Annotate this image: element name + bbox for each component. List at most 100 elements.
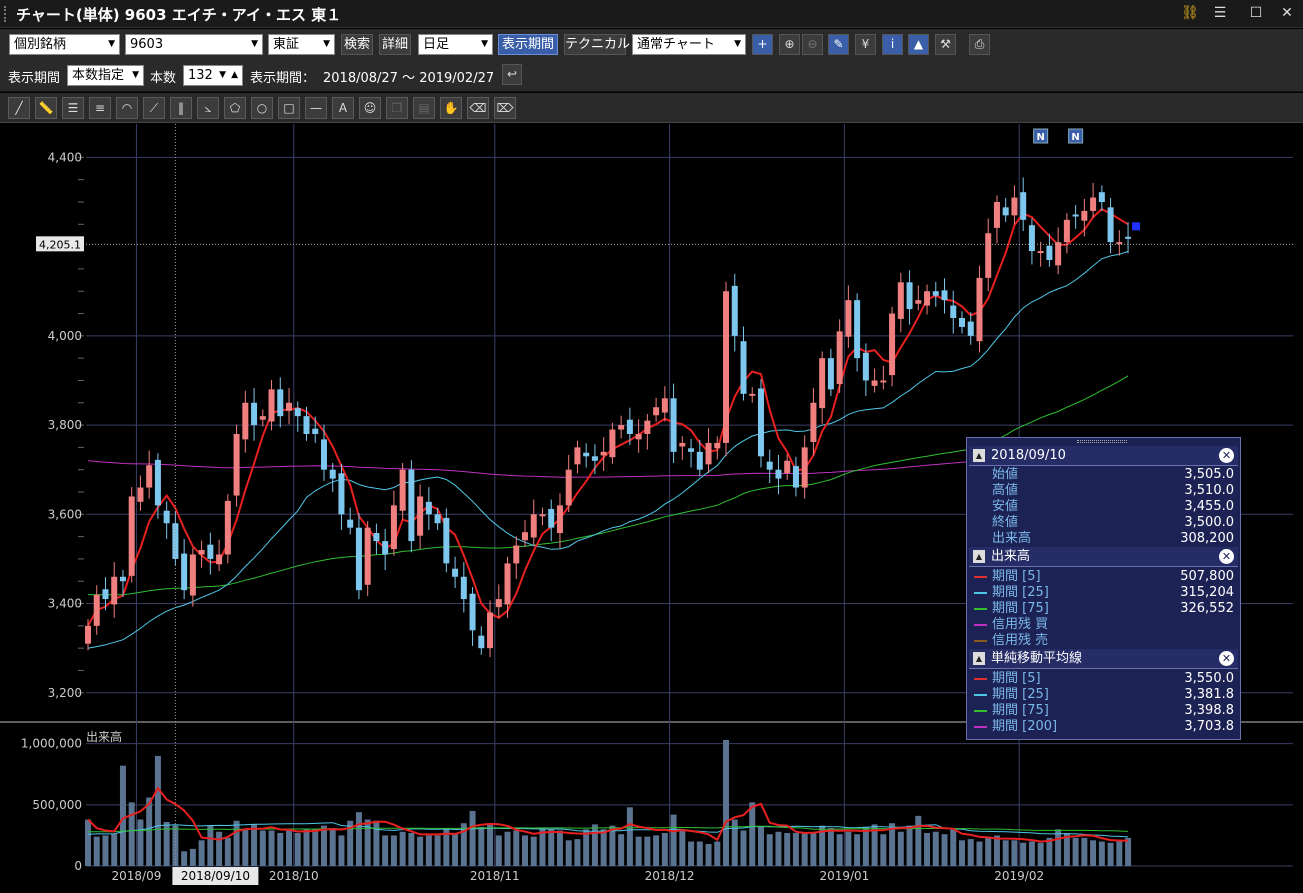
chart-axis-labels: 4,400 4,000 3,800 3,600 3,400 3,200 1,000,000 5… (21, 150, 1044, 883)
copy-tool-icon[interactable]: ❐ (386, 97, 408, 119)
price-ma-value: 3,703.8 (1184, 719, 1234, 734)
volume-bar (102, 835, 109, 866)
circle-tool-icon[interactable]: ○ (251, 97, 273, 119)
volume-bar (1063, 832, 1070, 866)
arc-tool-icon[interactable]: ◠ (116, 97, 138, 119)
volume-ma-row: 期間 [25] 315,204 (969, 585, 1238, 601)
link-icon[interactable]: ⛓ (1181, 5, 1199, 21)
volume-bar (417, 836, 424, 866)
chart-area-icon[interactable]: ▲ (908, 34, 929, 55)
hand-tool-icon[interactable]: ✋ (440, 97, 462, 119)
candle-body (111, 576, 118, 605)
chevron-up-icon[interactable]: ▲ (231, 70, 238, 80)
drag-grip-icon[interactable] (4, 6, 8, 22)
candle-body (740, 341, 747, 394)
count-stepper[interactable]: 132 ▼ ▲ (183, 65, 243, 86)
market-select[interactable]: 東証 ▼ (268, 34, 335, 55)
volume-bar (119, 765, 126, 866)
volume-bar (565, 840, 572, 866)
ohlc-value: 308,200 (1180, 531, 1234, 546)
candle-body (1072, 214, 1079, 217)
horizontal-lines-tool-icon[interactable]: ☰ (62, 97, 84, 119)
interval-select[interactable]: 日足 ▼ (418, 34, 493, 55)
volume-bar (670, 814, 677, 866)
close-icon[interactable]: ✕ (1219, 651, 1234, 666)
volume-bar (530, 836, 537, 866)
info-icon[interactable]: i (882, 34, 903, 55)
fan-tool-icon[interactable]: ⟋ (143, 97, 165, 119)
pen-icon[interactable]: ✎ (828, 34, 849, 55)
close-icon[interactable]: ✕ (1219, 549, 1234, 564)
zoom-in-icon[interactable]: ⊕ (779, 34, 800, 55)
close-icon[interactable]: ✕ (1219, 448, 1234, 463)
candle-body (661, 398, 668, 413)
zoom-out-icon[interactable]: ⊖ (802, 34, 823, 55)
candle-body (993, 202, 1000, 228)
candle-body (1046, 245, 1053, 260)
wrench-icon[interactable]: ⚒ (935, 34, 956, 55)
candle-body (530, 514, 537, 538)
collapse-icon[interactable]: ▲ (973, 550, 985, 563)
reset-period-icon[interactable]: ↩ (502, 64, 522, 85)
trendline-tool-icon[interactable]: ╱ (8, 97, 30, 119)
volume-bar (487, 824, 494, 866)
eraser-all-tool-icon[interactable]: ⌦ (494, 97, 516, 119)
panel-drag-handle[interactable] (1077, 440, 1127, 443)
close-icon[interactable]: ✕ (1281, 5, 1293, 21)
print-icon[interactable]: ⎙ (969, 34, 990, 55)
ohlc-row: 高値 3,510.0 (969, 483, 1238, 499)
vertical-lines-tool-icon[interactable]: ‖ (170, 97, 192, 119)
volume-bar (714, 841, 721, 866)
volume-bar (836, 834, 843, 866)
candle-body (757, 388, 764, 457)
volume-bar (854, 834, 861, 866)
yen-icon[interactable]: ¥ (855, 34, 876, 55)
search-button[interactable]: 検索 (341, 34, 373, 55)
volume-bar (1125, 837, 1132, 866)
technical-button[interactable]: テクニカル (564, 34, 630, 55)
rectangle-tool-icon[interactable]: □ (278, 97, 300, 119)
parallel-lines-tool-icon[interactable]: ≡ (89, 97, 111, 119)
chevron-down-icon[interactable]: ▼ (219, 70, 226, 80)
candle-body (242, 402, 249, 440)
period-mode-select[interactable]: 本数指定 ▼ (67, 65, 144, 86)
menu-icon[interactable]: ☰ (1213, 5, 1227, 21)
collapse-icon[interactable]: ▲ (973, 449, 985, 462)
volume-tick-label: 1,000,000 (21, 737, 82, 751)
volume-bar (635, 836, 642, 866)
candle-body (1107, 207, 1114, 243)
info-panel: ▲ 2018/09/10 ✕ 始値 3,505.0 高値 3,510.0 安値 3,455… (966, 437, 1241, 740)
x-tick-label: 2018/10 (269, 869, 319, 883)
maximize-icon[interactable]: ☐ (1249, 5, 1263, 21)
candle-body (906, 282, 913, 310)
ohlc-label: 高値 (992, 483, 1019, 498)
price-chart[interactable]: 4,400 4,000 3,800 3,600 3,400 3,200 1,000,000 5… (0, 124, 1303, 893)
candle-body (679, 442, 686, 447)
text-tool-icon[interactable]: A (332, 97, 354, 119)
candle-body (137, 487, 144, 502)
period-button[interactable]: 表示期間 (498, 34, 558, 55)
candle-body (670, 398, 677, 452)
collapse-icon[interactable]: ▲ (973, 652, 985, 665)
candle-body (189, 554, 196, 596)
volume-bar (950, 829, 957, 866)
paste-tool-icon[interactable]: ▤ (413, 97, 435, 119)
volume-bars (85, 740, 1132, 866)
x-tick-label: 2019/01 (819, 869, 869, 883)
ruler-tool-icon[interactable]: 📏 (35, 97, 57, 119)
detail-button[interactable]: 詳細 (379, 34, 411, 55)
gann-tool-icon[interactable]: ⦣ (197, 97, 219, 119)
code-input[interactable]: 9603 ▼ (125, 34, 263, 55)
volume-bar (749, 802, 756, 866)
chart-type-select[interactable]: 通常チャート ▼ (632, 34, 746, 55)
hline-tool-icon[interactable]: — (305, 97, 327, 119)
candle-body (723, 291, 730, 443)
smiley-icon-tool-icon[interactable]: ☺ (359, 97, 381, 119)
pentagon-tool-icon[interactable]: ⬠ (224, 97, 246, 119)
candle-body (251, 402, 258, 426)
crosshair-icon[interactable]: + (752, 34, 773, 55)
volume-bar (985, 836, 992, 866)
eraser-tool-icon[interactable]: ⌫ (467, 97, 489, 119)
mode-select[interactable]: 個別銘柄 ▼ (9, 34, 120, 55)
ohlc-label: 出来高 (992, 531, 1032, 546)
